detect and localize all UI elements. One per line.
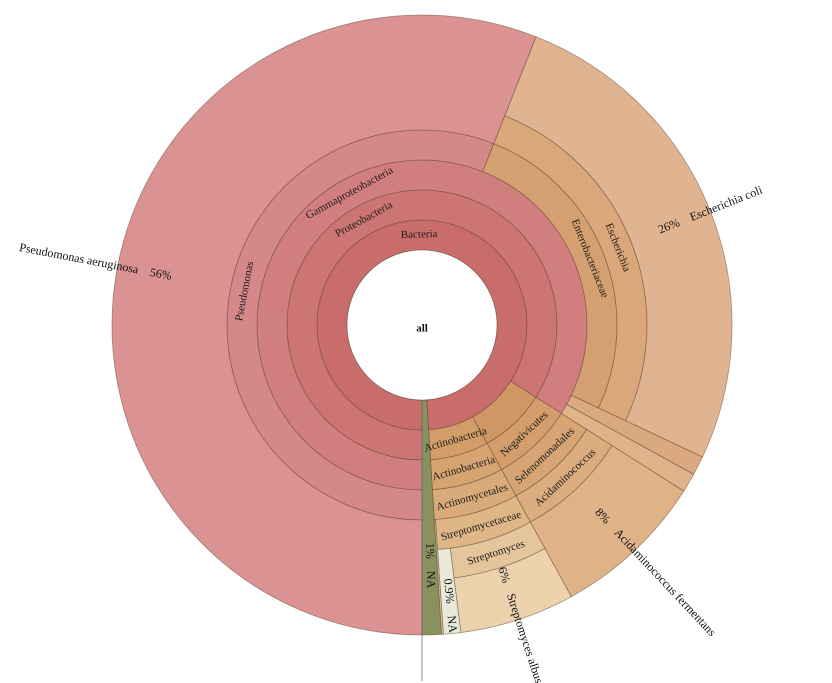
center-circle[interactable]: [346, 249, 498, 401]
center-label: all: [416, 323, 428, 335]
ring-label-Bacteria: Bacteria: [401, 228, 438, 241]
lines-layer: [346, 249, 498, 681]
leaf-label-NA: 0.9% NA: [441, 578, 460, 634]
leaf-label-NA: 1% NA: [423, 543, 438, 589]
wedge-Pseudomonas aeruginosa[interactable]: [111, 14, 537, 636]
wedges-layer: [111, 14, 733, 636]
wedge-Escherichia coli[interactable]: [504, 36, 733, 458]
